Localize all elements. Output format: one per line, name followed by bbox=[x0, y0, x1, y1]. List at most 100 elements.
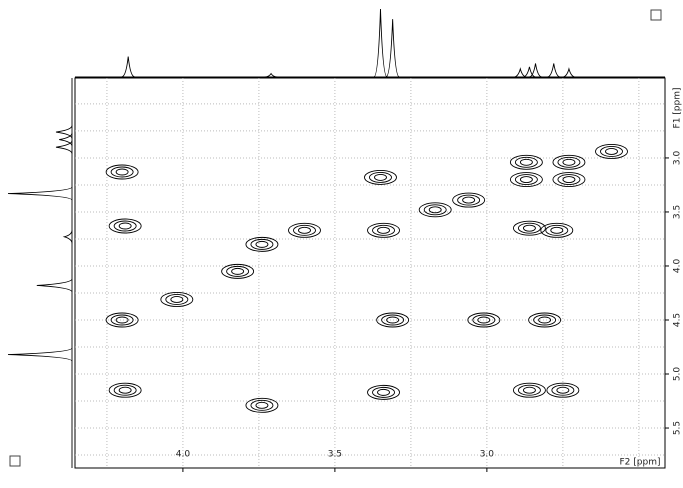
contour bbox=[517, 384, 541, 396]
f2-projection-peak bbox=[562, 67, 576, 78]
contour bbox=[428, 206, 442, 214]
f1-projection-peak bbox=[55, 125, 73, 139]
contour bbox=[298, 226, 311, 234]
f2-projection-peak bbox=[121, 56, 135, 78]
contour bbox=[552, 172, 586, 188]
contour bbox=[512, 382, 546, 398]
y-tick-label: 4.0 bbox=[673, 259, 683, 274]
contour bbox=[386, 316, 400, 324]
corner-box bbox=[9, 455, 21, 467]
contour bbox=[557, 174, 581, 186]
x-tick-label: 3.5 bbox=[328, 450, 342, 460]
f2-projection-peak bbox=[528, 63, 543, 78]
contour bbox=[255, 401, 269, 409]
contour bbox=[165, 294, 189, 305]
contour bbox=[556, 386, 570, 394]
contour bbox=[367, 222, 400, 238]
contour bbox=[377, 226, 390, 234]
contour bbox=[562, 176, 576, 184]
contour bbox=[467, 312, 501, 328]
contour bbox=[418, 202, 452, 218]
contour bbox=[110, 314, 134, 326]
contour bbox=[540, 222, 574, 238]
contour bbox=[108, 218, 142, 234]
contour bbox=[118, 386, 132, 394]
contour bbox=[372, 386, 395, 398]
contour bbox=[472, 314, 496, 326]
contour bbox=[546, 382, 580, 398]
f2-projection-peak bbox=[547, 63, 561, 78]
contour bbox=[452, 192, 486, 208]
corner-box bbox=[650, 9, 662, 21]
contour bbox=[113, 220, 137, 232]
contour bbox=[108, 382, 142, 398]
contour bbox=[250, 399, 274, 411]
contour bbox=[105, 164, 139, 180]
contour bbox=[170, 296, 184, 303]
f1-projection-peak bbox=[59, 132, 73, 147]
contour bbox=[250, 238, 274, 250]
contour bbox=[160, 292, 194, 307]
contour bbox=[519, 176, 533, 184]
contour bbox=[105, 312, 139, 328]
f1-projection-peak bbox=[62, 230, 73, 244]
y-axis-label: F1 [ppm] bbox=[673, 88, 683, 129]
y-tick-label: 4.5 bbox=[673, 313, 683, 327]
contour bbox=[528, 312, 562, 328]
x-tick-label: 3.0 bbox=[480, 450, 495, 460]
f1-projection-peak bbox=[7, 347, 73, 362]
contour bbox=[115, 316, 129, 324]
contour bbox=[509, 172, 543, 188]
contour bbox=[113, 384, 137, 396]
f2-projection-peak bbox=[385, 19, 400, 78]
contour bbox=[519, 158, 533, 166]
contour bbox=[552, 154, 586, 170]
y-tick-label: 5.0 bbox=[673, 367, 683, 382]
contour bbox=[423, 204, 447, 216]
contour bbox=[562, 158, 576, 166]
contour bbox=[514, 174, 538, 186]
contour bbox=[522, 386, 536, 394]
contour bbox=[367, 384, 400, 400]
contour bbox=[457, 194, 481, 206]
contour bbox=[376, 312, 410, 328]
contour bbox=[372, 224, 395, 236]
y-tick-label: 3.5 bbox=[673, 205, 683, 219]
contour bbox=[381, 314, 405, 326]
contour bbox=[550, 226, 564, 234]
contour bbox=[551, 384, 575, 396]
contour bbox=[600, 146, 623, 157]
contour bbox=[245, 236, 279, 252]
contour bbox=[293, 224, 316, 236]
f2-projection-peak bbox=[522, 66, 537, 78]
contour bbox=[231, 267, 245, 275]
contour bbox=[462, 196, 476, 204]
contour bbox=[514, 156, 538, 168]
contour bbox=[377, 388, 390, 396]
x-axis-label: F2 [ppm] bbox=[620, 458, 661, 468]
plot-frame bbox=[74, 77, 666, 469]
contour bbox=[545, 224, 569, 236]
contour bbox=[226, 265, 250, 277]
contour bbox=[509, 154, 543, 170]
contour bbox=[477, 316, 491, 324]
f2-projection-peak bbox=[513, 67, 527, 78]
y-tick-label: 5.5 bbox=[673, 421, 683, 435]
f1-projection-peak bbox=[55, 140, 73, 154]
contour bbox=[595, 144, 628, 159]
f1-projection-peak bbox=[7, 186, 73, 201]
contour bbox=[245, 397, 279, 413]
f1-projection-peak bbox=[36, 278, 73, 293]
contour bbox=[364, 169, 397, 185]
contour bbox=[605, 148, 618, 155]
f2-projection-peak bbox=[264, 72, 278, 78]
contour bbox=[517, 222, 541, 234]
contour bbox=[110, 166, 134, 178]
contour bbox=[288, 222, 321, 238]
x-tick-label: 4.0 bbox=[176, 450, 191, 460]
contour bbox=[557, 156, 581, 168]
y-tick-label: 3.0 bbox=[673, 151, 683, 166]
contour bbox=[369, 171, 392, 183]
contour bbox=[522, 224, 536, 232]
